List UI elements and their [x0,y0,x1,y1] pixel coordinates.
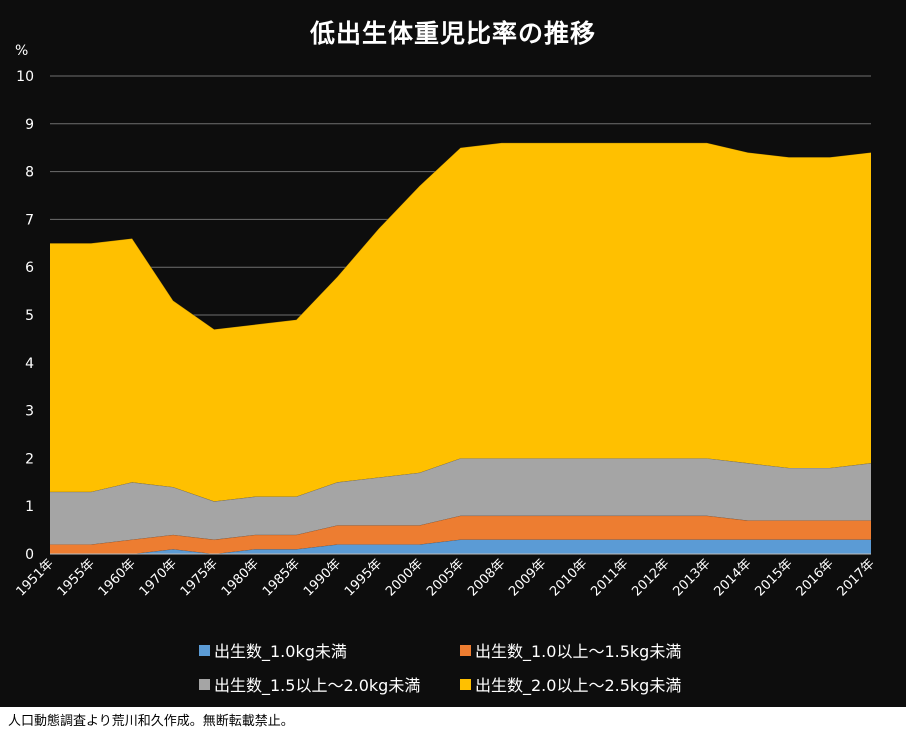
y-tick-label: 0 [25,547,34,563]
y-tick-label: 5 [25,308,34,324]
x-tick-label: 1980年 [219,556,262,599]
x-tick-label: 1985年 [260,556,303,599]
area-chart: 0123456789101951年1955年1960年1970年1975年198… [14,69,878,599]
x-tick-label: 2013年 [670,556,713,599]
x-tick-label: 2005年 [424,556,467,599]
y-tick-label: 8 [25,165,34,181]
x-tick-label: 1960年 [96,556,139,599]
y-tick-label: 9 [25,117,34,133]
y-tick-label: 1 [25,499,34,515]
x-tick-label: 1951年 [14,556,57,599]
chart-panel: 低出生体重児比率の推移 % 0 1 2 3 4 5 6 7 8 9 10 1951年 1955年 1960… [0,0,906,707]
y-tick-label: 6 [25,260,34,276]
x-tick-label: 1970年 [137,556,180,599]
y-tick-label: 10 [16,69,34,85]
y-axis-unit-label: % [15,43,29,59]
x-tick-label: 2014年 [711,556,754,599]
source-note: 人口動態調査より荒川和久作成。無断転載禁止。 [8,714,294,729]
x-tick-label: 1955年 [55,556,98,599]
x-tick-label: 2010年 [547,556,590,599]
area-series-1 [50,539,871,554]
x-tick-label: 2000年 [383,556,426,599]
x-tick-label: 1975年 [178,556,221,599]
area-series-3 [50,458,871,545]
x-tick-label: 2016年 [794,556,837,599]
y-tick-label: 3 [25,404,34,420]
x-tick-label: 2011年 [588,556,631,599]
area-series-4 [50,142,871,502]
x-tick-label: 2015年 [753,556,796,599]
x-tick-label: 2012年 [629,556,672,599]
x-tick-label: 2008年 [465,556,508,599]
x-tick-label: 1995年 [342,556,385,599]
x-tick-label: 2017年 [835,556,878,599]
chart-title: 低出生体重児比率の推移 [309,19,596,48]
area-series-2 [50,515,871,554]
y-tick-label: 7 [25,212,34,228]
y-tick-label: 4 [25,356,34,372]
x-tick-label: 1990年 [301,556,344,599]
area-series-edge-4 [50,142,872,330]
x-tick-label: 2009年 [506,556,549,599]
y-tick-label: 2 [25,451,34,467]
